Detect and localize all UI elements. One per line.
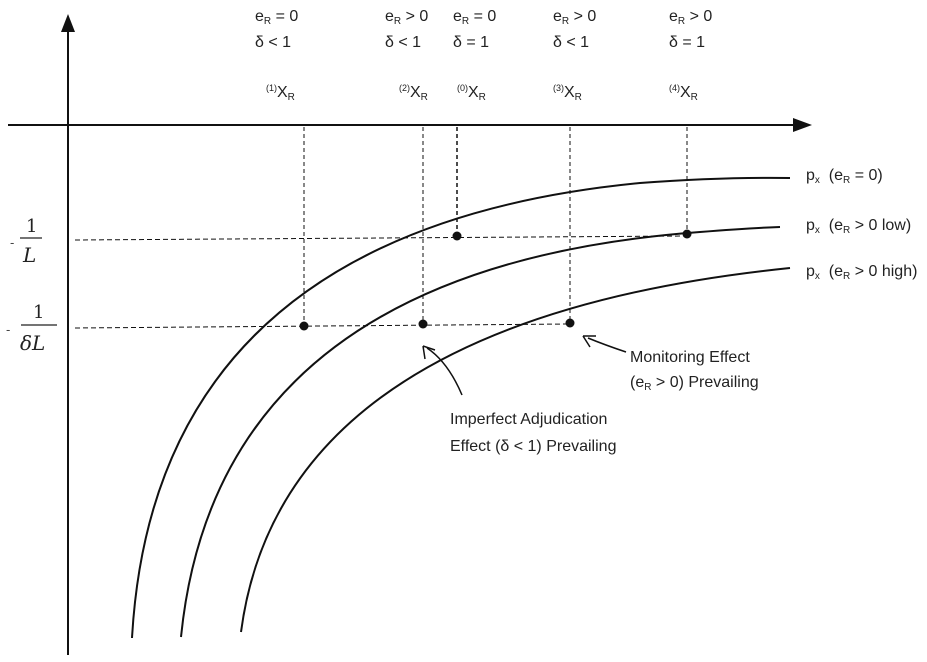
svg-text:δ < 1: δ < 1	[385, 34, 421, 51]
marker-x2: (2)XR	[399, 83, 428, 103]
y-axis-arrow-icon	[61, 14, 75, 32]
monitoring-annotation: Monitoring Effect (eR > 0) Prevailing	[630, 349, 759, 393]
svg-text:1: 1	[33, 302, 44, 323]
monitoring-arrow-icon	[587, 337, 627, 353]
svg-text:1: 1	[26, 216, 37, 237]
svg-text:Monitoring Effect: Monitoring Effect	[630, 349, 750, 366]
svg-text:δ = 1: δ = 1	[453, 34, 489, 51]
svg-text:-: -	[6, 322, 10, 337]
svg-text:δ < 1: δ < 1	[255, 34, 291, 51]
svg-text:eR > 0: eR > 0	[553, 8, 596, 27]
imperfect-annotation: Imperfect Adjudication Effect (δ < 1) Pr…	[450, 411, 616, 455]
y-label-upper: - 1 L	[10, 216, 42, 267]
marker-x4: (4)XR	[669, 83, 698, 103]
marker-x0: (0)XR	[457, 83, 486, 103]
curve-label-er-zero: px (eR = 0)	[806, 167, 883, 186]
point-x3	[565, 318, 575, 328]
svg-text:δ = 1: δ = 1	[669, 34, 705, 51]
svg-text:δ < 1: δ < 1	[553, 34, 589, 51]
header-condition-1: eR = 0 δ < 1	[255, 8, 298, 51]
point-x1	[299, 321, 309, 331]
curve-er-low	[180, 226, 781, 638]
curve-label-er-high: px (eR > 0 high)	[806, 263, 917, 282]
imperfect-arrowhead-icon	[422, 345, 436, 360]
svg-text:eR > 0: eR > 0	[669, 8, 712, 27]
dash-h-upper	[74, 235, 688, 241]
marker-x1: (1)XR	[266, 83, 295, 103]
marker-x3: (3)XR	[553, 83, 582, 103]
svg-text:L: L	[22, 243, 36, 267]
svg-text:-: -	[10, 235, 14, 250]
svg-text:(eR > 0) Prevailing: (eR > 0) Prevailing	[630, 374, 759, 393]
svg-text:Effect (δ < 1) Prevailing: Effect (δ < 1) Prevailing	[450, 438, 616, 455]
curve-er-zero	[131, 176, 791, 639]
svg-text:eR = 0: eR = 0	[453, 8, 496, 27]
point-x0	[452, 231, 462, 241]
point-x4	[682, 229, 692, 239]
y-label-lower: - 1 δL	[6, 302, 57, 355]
curve-er-high	[240, 267, 791, 633]
curve-label-er-low: px (eR > 0 low)	[806, 217, 911, 236]
svg-text:eR > 0: eR > 0	[385, 8, 428, 27]
svg-text:δL: δL	[20, 331, 45, 355]
header-condition-4: eR > 0 δ < 1	[553, 8, 596, 51]
point-x2	[418, 319, 428, 329]
imperfect-arrow-icon	[426, 347, 463, 396]
svg-text:Imperfect Adjudication: Imperfect Adjudication	[450, 411, 607, 428]
header-condition-3: eR = 0 δ = 1	[453, 8, 496, 51]
header-condition-5: eR > 0 δ = 1	[669, 8, 712, 51]
x-axis-arrow-icon	[793, 118, 812, 132]
dash-h-lower	[74, 323, 571, 329]
svg-text:eR = 0: eR = 0	[255, 8, 298, 27]
monitoring-arrowhead-icon	[582, 335, 596, 348]
header-condition-2: eR > 0 δ < 1	[385, 8, 428, 51]
